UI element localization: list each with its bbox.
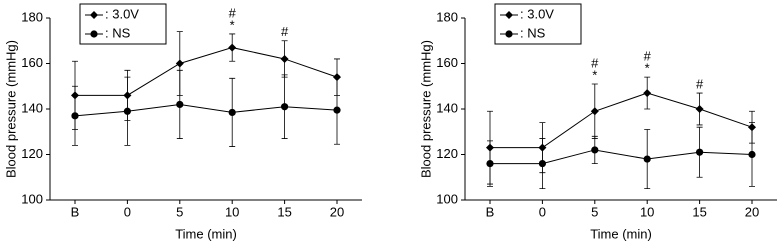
- x-tick-label: 15: [692, 204, 706, 219]
- annotation: *: [230, 17, 235, 32]
- marker: [228, 108, 236, 117]
- y-tick-label: 160: [436, 55, 458, 70]
- series-line: [75, 47, 338, 96]
- x-tick-label: 20: [330, 204, 344, 219]
- marker: [695, 105, 704, 113]
- y-axis-title: Blood pressure (mmHg): [418, 40, 433, 178]
- x-tick-label: 10: [640, 204, 654, 219]
- x-tick-label: B: [71, 204, 80, 219]
- annotation: #: [591, 55, 599, 70]
- marker: [280, 54, 289, 63]
- annotation: *: [645, 61, 650, 76]
- x-tick-label: 0: [124, 204, 131, 219]
- legend-label: : NS: [520, 25, 546, 40]
- marker: [123, 107, 131, 115]
- y-tick-label: 140: [21, 100, 43, 115]
- marker: [696, 148, 704, 156]
- marker: [591, 146, 599, 154]
- legend-box: [79, 3, 167, 45]
- marker: [71, 112, 79, 120]
- marker: [748, 150, 756, 159]
- marker: [590, 107, 599, 116]
- annotation: #: [696, 77, 704, 92]
- y-tick-label: 180: [21, 9, 43, 24]
- marker: [176, 100, 184, 109]
- y-tick-label: 120: [436, 146, 458, 161]
- legend-label: : 3.0V: [105, 6, 139, 21]
- annotation: #: [281, 24, 289, 39]
- series-line: [490, 92, 753, 149]
- series-line: [74, 103, 338, 117]
- y-axis-title: Blood pressure (mmHg): [3, 40, 18, 178]
- x-axis-title: Time (min): [590, 226, 652, 241]
- marker: [228, 43, 237, 52]
- annotation: *: [592, 67, 597, 82]
- x-tick-label: 5: [176, 204, 183, 219]
- marker: [175, 59, 184, 68]
- x-tick-label: 15: [277, 204, 291, 219]
- annotation: #: [644, 49, 652, 64]
- y-tick-label: 140: [436, 100, 458, 115]
- x-tick-label: 10: [225, 204, 239, 219]
- marker: [281, 103, 289, 111]
- x-tick-label: 20: [745, 204, 759, 219]
- legend-label: : 3.0V: [520, 6, 554, 21]
- x-tick-label: 5: [591, 204, 598, 219]
- marker: [486, 160, 494, 168]
- series-line: [490, 149, 753, 165]
- marker: [90, 11, 98, 19]
- x-tick-label: 0: [539, 204, 546, 219]
- annotation: #: [229, 5, 237, 20]
- legend-label: : NS: [105, 25, 131, 40]
- marker: [90, 30, 98, 38]
- y-tick-label: 100: [21, 191, 43, 206]
- marker: [643, 89, 652, 98]
- x-axis-title: Time (min): [175, 226, 237, 241]
- marker: [505, 11, 513, 19]
- marker: [505, 30, 513, 38]
- y-tick-label: 180: [436, 9, 458, 24]
- marker: [643, 155, 651, 163]
- y-tick-label: 120: [21, 146, 43, 161]
- y-tick-label: 100: [436, 191, 458, 206]
- y-tick-label: 160: [21, 55, 43, 70]
- marker: [538, 160, 547, 168]
- x-tick-label: B: [486, 204, 495, 219]
- marker: [333, 106, 341, 114]
